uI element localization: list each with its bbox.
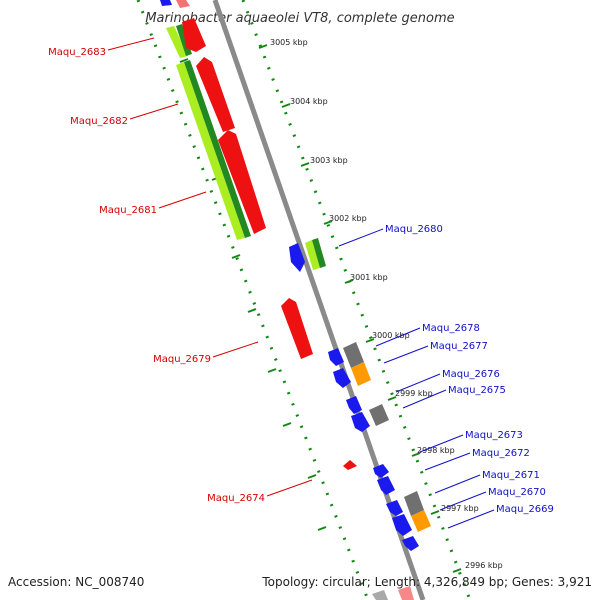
gene-maqu-2679 <box>281 298 313 359</box>
top-edge-genes <box>160 0 190 8</box>
kbp-label: 3004 kbp <box>290 97 328 106</box>
gene-label-right: Maqu_2680 <box>385 224 443 235</box>
gene-maqu-2681 <box>218 130 266 234</box>
gene-maqu-2671 <box>386 500 403 516</box>
gene-maqu-2669 <box>402 536 419 551</box>
kbp-label: 3000 kbp <box>372 331 410 340</box>
feature-maqu-2670 <box>404 491 424 516</box>
gene-maqu-2675-a <box>346 396 362 414</box>
other-features <box>343 342 431 532</box>
genome-backbone <box>212 0 426 600</box>
reverse-strand-genes <box>182 18 357 470</box>
gene-label-left: Maqu_2679 <box>153 354 211 365</box>
gene-maqu-2674 <box>343 460 357 470</box>
genome-summary-text: Topology: circular; Length: 4,326,849 bp… <box>261 575 592 589</box>
kbp-label: 2996 kbp <box>465 561 503 570</box>
feature-maqu-2677 <box>343 342 364 368</box>
gene-label-right: Maqu_2676 <box>442 369 500 380</box>
gene-maqu-2682 <box>196 57 235 132</box>
kbp-label: 3003 kbp <box>310 156 348 165</box>
gene-label-right: Maqu_2672 <box>472 448 530 459</box>
gene-maqu-2673 <box>373 464 389 478</box>
gene-label-left: Maqu_2683 <box>48 47 106 58</box>
feature-maqu-2675 <box>369 404 389 426</box>
bottom-edge-genes <box>372 586 414 600</box>
gene-label-left: Maqu_2682 <box>70 116 128 127</box>
right-label-leaders <box>338 228 495 529</box>
kbp-label: 2999 kbp <box>395 389 433 398</box>
gene-label-right: Maqu_2669 <box>496 504 554 515</box>
left-label-leaders <box>107 37 313 497</box>
kbp-label: 3005 kbp <box>270 38 308 47</box>
kbp-label: 3001 kbp <box>350 273 388 282</box>
inner-tick-track <box>136 0 370 600</box>
gene-label-right: Maqu_2670 <box>488 487 546 498</box>
gene-label-right: Maqu_2673 <box>465 430 523 441</box>
outer-tick-track <box>241 0 472 600</box>
gene-label-right: Maqu_2678 <box>422 323 480 334</box>
gene-label-left: Maqu_2674 <box>207 493 265 504</box>
gene-maqu-2675-b <box>351 412 370 432</box>
gene-label-left: Maqu_2681 <box>99 205 157 216</box>
gene-maqu-2680 <box>289 243 305 272</box>
kbp-label: 2998 kbp <box>417 446 455 455</box>
gene-label-right: Maqu_2671 <box>482 470 540 481</box>
gene-label-right: Maqu_2675 <box>448 385 506 396</box>
forward-strand-genes <box>289 243 419 551</box>
gene-maqu-2683 <box>182 18 206 52</box>
accession-text: Accession: NC_008740 <box>8 575 144 589</box>
outer-major-ticks <box>258 44 462 573</box>
gene-maqu-2670 <box>392 514 412 536</box>
gene-label-right: Maqu_2677 <box>430 341 488 352</box>
kbp-label: 3002 kbp <box>329 214 367 223</box>
gene-maqu-2672 <box>377 476 395 495</box>
kbp-label: 2997 kbp <box>441 504 479 513</box>
gene-maqu-2678 <box>328 348 344 366</box>
gc-content-track <box>166 24 326 270</box>
feature-maqu-2677-orange <box>351 362 371 386</box>
feature-maqu-2670-orange <box>411 510 431 532</box>
gene-maqu-2676 <box>333 368 351 388</box>
